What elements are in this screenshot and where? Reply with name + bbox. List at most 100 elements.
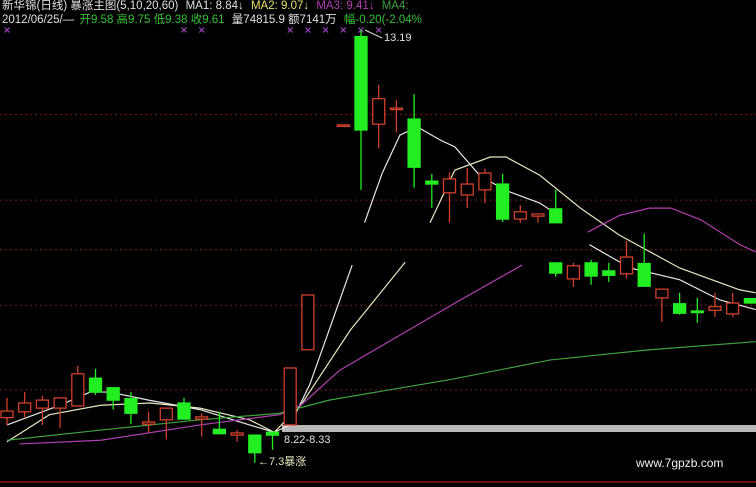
candle-body <box>159 407 173 421</box>
candle <box>478 168 492 204</box>
candle-body <box>566 265 581 280</box>
candle-body <box>141 421 156 425</box>
ma3-value: MA3: 9.41↓ <box>316 0 375 12</box>
candle <box>389 100 404 133</box>
change-label: 幅-0.20(-2.04% <box>343 14 422 26</box>
marker-stroke <box>198 27 205 33</box>
candle <box>18 392 32 417</box>
candle <box>549 262 563 277</box>
candle <box>0 397 14 425</box>
candle <box>513 205 527 223</box>
signal-marker-icon <box>322 27 329 33</box>
candle-body <box>690 310 704 314</box>
candle <box>372 84 386 149</box>
signal-marker-icon <box>358 27 364 33</box>
candle-body <box>619 256 634 275</box>
ma2-value: MA2: 9.07↓ <box>250 0 310 12</box>
ma1-line <box>363 126 558 223</box>
candle-body <box>672 303 687 314</box>
candle-body <box>53 397 67 409</box>
candle-body <box>195 416 209 420</box>
signal-marker-icon <box>375 27 382 33</box>
candle <box>549 189 563 224</box>
candle-body <box>0 410 14 419</box>
signal-marker-icon <box>198 27 205 33</box>
high-price-label: 13.19 <box>384 32 412 44</box>
candle-body <box>549 208 563 224</box>
candle <box>265 431 280 450</box>
ma2-line <box>429 156 756 294</box>
marker-stroke <box>304 27 311 33</box>
price-range-band <box>282 425 756 432</box>
marker-stroke <box>4 27 10 33</box>
marker-stroke <box>340 27 347 33</box>
candle-body <box>177 402 191 420</box>
candle <box>637 233 651 287</box>
candle-body <box>460 183 474 196</box>
candle-body <box>230 432 244 436</box>
candle <box>407 94 421 188</box>
candle-body <box>495 183 510 220</box>
volume-label: 量74815.9 额7141万 <box>231 14 337 26</box>
ma4-value: MA4: <box>381 0 409 12</box>
candle <box>566 262 581 287</box>
candle <box>672 292 687 315</box>
candle <box>301 294 315 351</box>
candle-body <box>124 398 138 414</box>
candle <box>584 259 598 285</box>
marker-stroke <box>181 27 187 33</box>
signal-marker-icon <box>287 27 294 33</box>
candle-body <box>389 107 404 111</box>
candle <box>88 368 103 396</box>
candle <box>425 173 439 209</box>
candle-body <box>407 118 421 168</box>
bottom-border <box>0 481 756 483</box>
chart-header-line2: 2012/06/25/— 开9.58 高9.75 低9.38 收9.61 量74… <box>2 14 426 27</box>
chart-header-line1: 新华锦(日线) 暴涨主图(5,10,20,60) MA1: 8.84↓ MA2:… <box>2 0 413 13</box>
candle <box>619 240 634 279</box>
candle-body <box>336 124 350 128</box>
ma1-line <box>589 244 756 311</box>
range-label: 8.22-8.33 <box>284 434 331 446</box>
candle-body <box>35 399 50 409</box>
candle-body <box>637 262 651 287</box>
date-label: 2012/06/25/— <box>2 14 75 26</box>
candle <box>141 411 156 433</box>
signal-marker-icon <box>340 27 347 33</box>
ohlc-label: 开9.58 高9.75 低9.38 收9.61 <box>79 14 225 26</box>
candle-body <box>442 178 457 194</box>
watermark: www.7gpzb.com <box>636 456 724 470</box>
candle <box>35 395 50 425</box>
candle-body <box>478 172 492 191</box>
candle-body <box>513 211 527 220</box>
candle <box>495 173 510 222</box>
candle-body <box>265 431 280 436</box>
candle-body <box>531 213 545 217</box>
candle <box>726 292 740 317</box>
candle <box>655 288 669 323</box>
candle <box>159 407 173 440</box>
candle-body <box>584 262 598 277</box>
candle <box>195 413 209 437</box>
candle <box>230 430 244 442</box>
ma2-line <box>6 261 406 443</box>
candle-body <box>602 270 616 276</box>
ma3-line <box>587 207 756 253</box>
candle <box>743 297 756 304</box>
candle-body <box>354 35 368 131</box>
candle-body <box>743 297 756 304</box>
candle <box>602 262 616 282</box>
signal-marker-icon <box>4 27 10 33</box>
candle <box>248 434 262 463</box>
candle-body <box>655 288 669 299</box>
candle <box>212 411 227 435</box>
candle <box>71 365 85 407</box>
candle <box>690 297 704 323</box>
chart-title: 新华锦(日线) 暴涨主图(5,10,20,60) <box>2 0 179 12</box>
candle <box>283 367 297 426</box>
signal-marker-icon <box>304 27 311 33</box>
candle-body <box>708 306 722 311</box>
candle-body <box>71 373 85 407</box>
